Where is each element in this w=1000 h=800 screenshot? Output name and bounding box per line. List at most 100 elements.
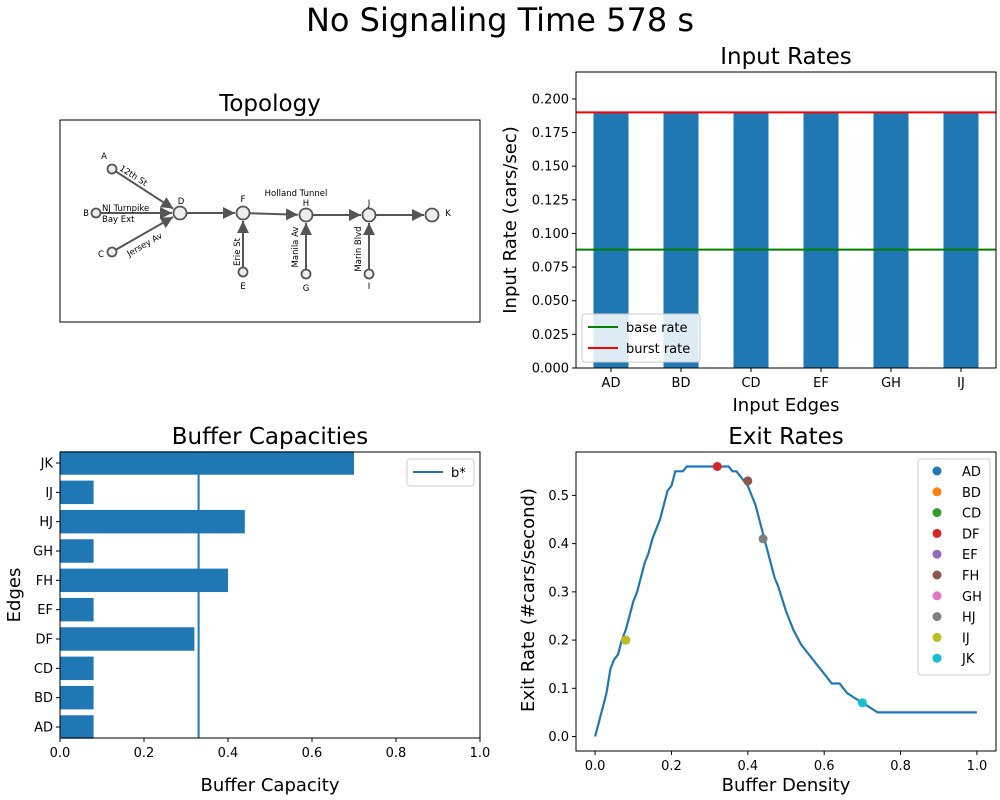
legend-marker xyxy=(932,591,942,601)
legend-label: AD xyxy=(962,465,981,480)
x-tick-label: AD xyxy=(602,376,621,391)
node-label-G: G xyxy=(303,284,310,294)
y-tick-label: 0.1 xyxy=(548,682,569,697)
exit-point-DF xyxy=(712,461,722,471)
exit-point-IJ xyxy=(621,635,631,645)
y-tick-label: 0.050 xyxy=(532,294,569,309)
exit-point-FH xyxy=(743,476,753,486)
legend-label: burst rate xyxy=(626,342,690,357)
y-tick-label: 0.075 xyxy=(532,261,569,276)
legend-label: EF xyxy=(962,548,978,563)
y-tick-label: 0.5 xyxy=(548,489,569,504)
buffer-bar-EF xyxy=(60,597,94,622)
node-label-E: E xyxy=(240,282,245,292)
node-C xyxy=(106,246,118,258)
legend-marker xyxy=(932,508,942,518)
buffer-bar-AD xyxy=(60,715,94,739)
x-axis-label: Buffer Capacity xyxy=(200,775,339,796)
x-tick-label: EF xyxy=(813,376,829,391)
x-tick-label: 1.0 xyxy=(470,746,491,761)
x-tick-label: 0.4 xyxy=(218,746,239,761)
x-tick-label: 0.2 xyxy=(134,746,155,761)
y-tick-label: DF xyxy=(36,633,54,648)
edge-CD xyxy=(115,216,174,251)
input-rates-legend: base rate burst rate xyxy=(581,313,701,363)
topology-frame xyxy=(59,119,481,323)
y-tick-label: 0.3 xyxy=(548,585,569,600)
y-tick-label: 0.0 xyxy=(548,730,569,745)
edge-FH xyxy=(249,208,299,221)
buffer-bar-JK xyxy=(60,451,354,475)
edge-label-EF: Erie St xyxy=(233,237,243,266)
legend-label: GH xyxy=(962,590,982,605)
x-tick-label: 0.2 xyxy=(661,759,682,774)
buffer-bar-HJ xyxy=(60,509,245,534)
legend-label: FH xyxy=(962,569,979,584)
y-tick-label: EF xyxy=(37,603,53,618)
x-tick-label: CD xyxy=(741,376,760,391)
node-A xyxy=(106,163,118,175)
edge-label-BD: Bay Ext xyxy=(102,215,135,225)
node-K xyxy=(424,207,440,223)
node-E xyxy=(237,266,249,278)
y-tick-label: 0.000 xyxy=(532,362,569,377)
buffer-capacities-title: Buffer Capacities xyxy=(172,424,369,450)
y-tick-label: GH xyxy=(33,545,53,560)
buffer-capacities-axes xyxy=(59,451,481,739)
y-tick-label: 0.4 xyxy=(548,537,569,552)
x-tick-label: 0.8 xyxy=(386,746,407,761)
buffer-bar-CD xyxy=(60,656,94,681)
legend-marker xyxy=(932,466,942,476)
x-tick-label: 0.0 xyxy=(585,759,606,774)
node-I xyxy=(363,268,375,280)
legend-marker xyxy=(932,549,942,559)
legend-marker xyxy=(932,570,942,580)
exit-point-HJ xyxy=(758,534,768,544)
y-tick-label: 0.200 xyxy=(532,92,569,107)
y-tick-label: FH xyxy=(36,574,53,589)
x-tick-label: GH xyxy=(881,376,901,391)
exit-rates-title: Exit Rates xyxy=(728,424,844,450)
y-tick-label: IJ xyxy=(45,486,53,501)
y-axis-label: Input Rate (cars/sec) xyxy=(500,126,521,314)
input-bar-CD xyxy=(733,112,769,368)
legend-label: b* xyxy=(451,466,466,481)
input-bar-GH xyxy=(873,112,909,368)
y-tick-label: HJ xyxy=(39,515,53,530)
edge-AD xyxy=(115,170,174,210)
node-G xyxy=(300,268,312,280)
x-tick-label: 0.0 xyxy=(50,746,71,761)
x-tick-label: 1.0 xyxy=(967,759,988,774)
input-rates-title: Input Rates xyxy=(720,44,852,70)
legend-label: HJ xyxy=(962,611,976,626)
node-label-F: F xyxy=(241,195,246,205)
legend-marker xyxy=(932,487,942,497)
node-B xyxy=(90,207,102,219)
node-label-B: B xyxy=(83,209,89,219)
exit-rates-axes xyxy=(575,451,997,752)
node-label-C: C xyxy=(98,250,104,260)
x-tick-label: 0.4 xyxy=(737,759,758,774)
legend-marker xyxy=(932,612,942,622)
legend-marker xyxy=(932,632,942,642)
node-label-H: H xyxy=(303,199,309,209)
node-label-A: A xyxy=(101,152,107,162)
input-bar-EF xyxy=(803,112,839,368)
buffer-bar-BD xyxy=(60,685,94,710)
y-tick-label: 0.100 xyxy=(532,227,569,242)
legend-label: IJ xyxy=(962,631,970,646)
legend-label: CD xyxy=(962,507,981,522)
legend-label: BD xyxy=(962,486,981,501)
topology-title: Topology xyxy=(218,91,321,117)
input-rates-axes xyxy=(575,71,997,369)
buffer-bar-IJ xyxy=(60,480,94,505)
y-axis-label: Edges xyxy=(4,568,25,623)
node-F xyxy=(235,205,251,221)
legend-label: base rate xyxy=(626,321,688,336)
buffer-bar-DF xyxy=(60,627,195,651)
buffer-legend: b* xyxy=(406,458,475,487)
y-tick-label: 0.125 xyxy=(532,193,569,208)
edge-label-GH: Manila Av xyxy=(291,227,301,268)
node-H xyxy=(298,207,314,223)
